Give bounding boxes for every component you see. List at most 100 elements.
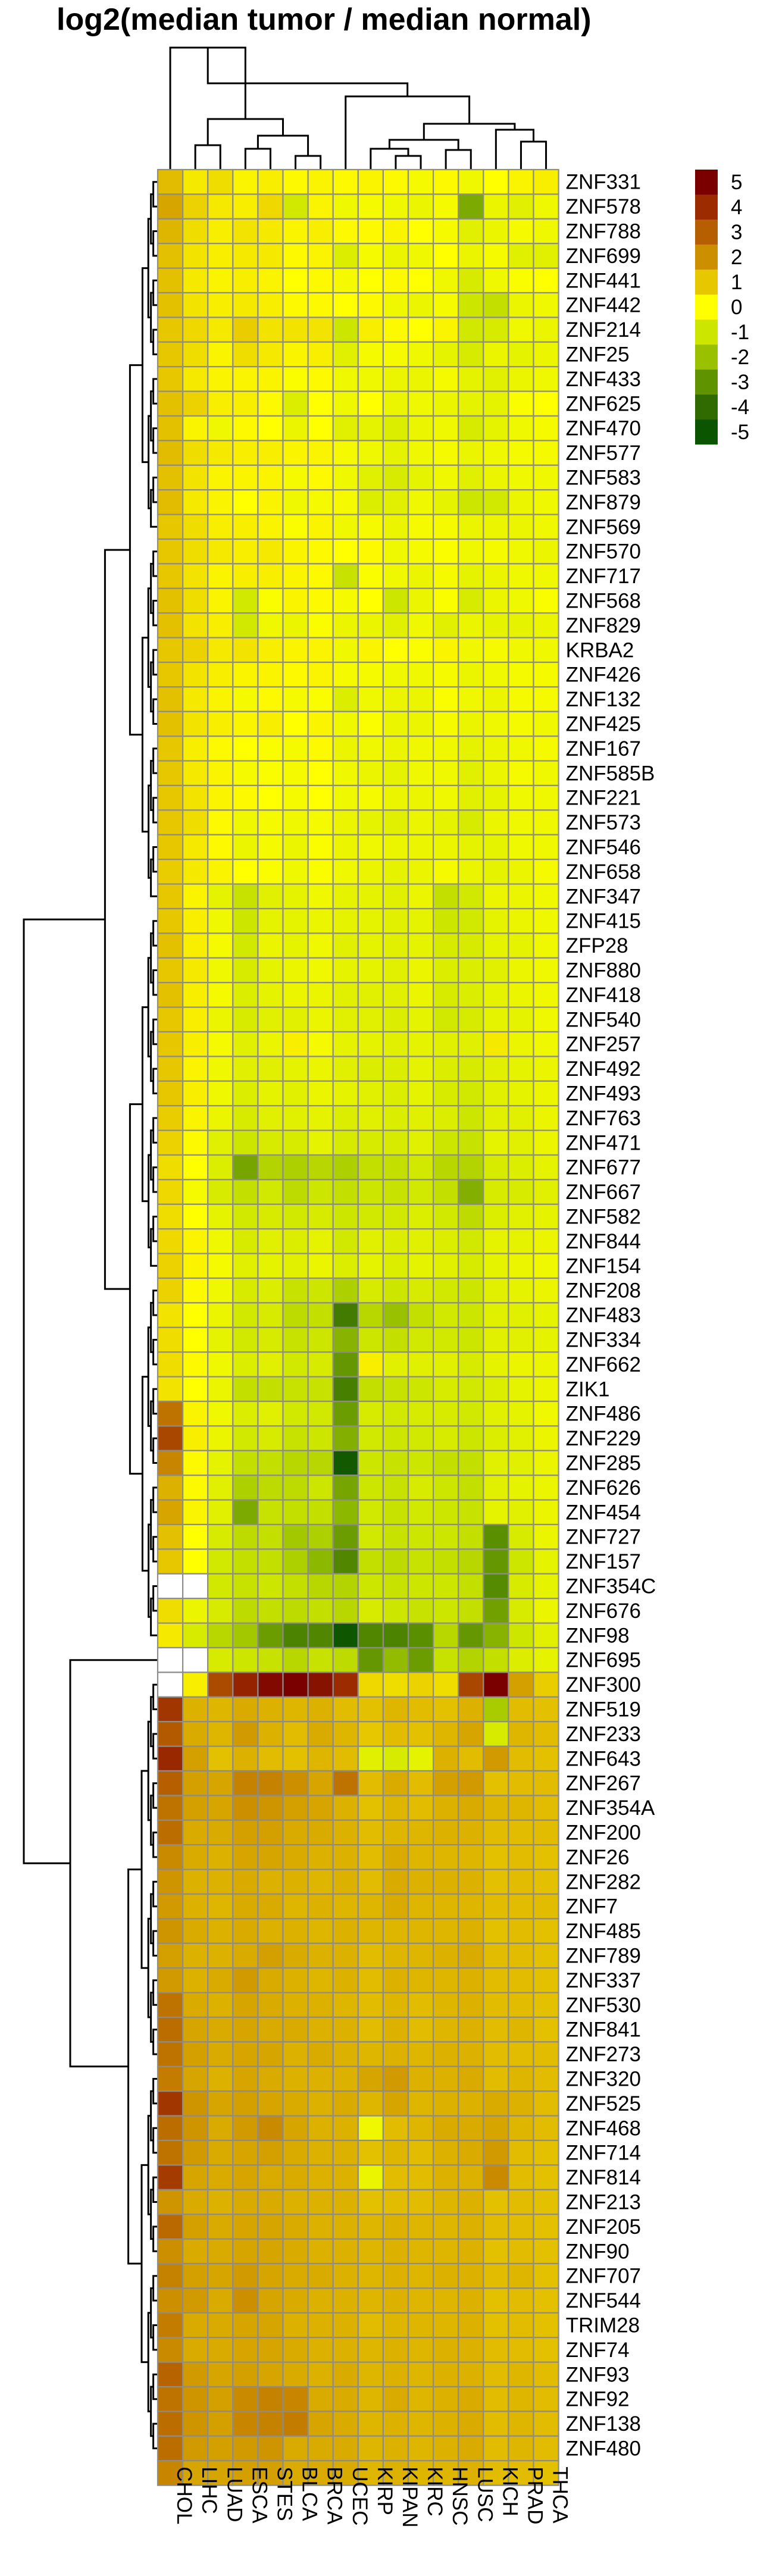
heatmap-cell: [232, 957, 259, 984]
heatmap-cell: [533, 1006, 559, 1033]
heatmap-cell: [207, 317, 234, 343]
heatmap-cell: [232, 2386, 259, 2412]
heatmap-cell: [357, 1475, 384, 1501]
heatmap-cell: [257, 982, 284, 1008]
heatmap-cell: [382, 760, 409, 787]
dendrogram-branch: [150, 489, 158, 528]
heatmap-cell: [207, 784, 234, 811]
legend-swatch: [695, 245, 718, 270]
heatmap-cell: [533, 2411, 559, 2437]
heatmap-cell: [458, 2312, 484, 2339]
heatmap-cell: [307, 1475, 334, 1501]
row-label: ZNF7: [566, 1895, 618, 1918]
heatmap-cell: [207, 2411, 234, 2437]
heatmap-cell: [533, 193, 559, 220]
heatmap-cell: [458, 2214, 484, 2240]
heatmap-cell: [157, 1868, 184, 1895]
heatmap-cell: [458, 1942, 484, 1969]
heatmap-cell: [407, 2337, 434, 2363]
row-label: ZNF492: [566, 1057, 641, 1081]
heatmap-cell: [332, 243, 359, 269]
dendrogram-branch: [152, 2078, 158, 2105]
heatmap-cell: [207, 1795, 234, 1821]
heatmap-cell: [232, 2262, 259, 2289]
heatmap-cell: [257, 809, 284, 835]
heatmap-cell: [508, 1573, 534, 1600]
heatmap-cell: [257, 464, 284, 491]
heatmap-cell: [157, 267, 184, 294]
legend-label: 1: [731, 271, 742, 294]
heatmap-cell: [357, 1376, 384, 1403]
heatmap-cell: [483, 1450, 509, 1476]
heatmap-cell: [458, 1548, 484, 1575]
heatmap-cell: [157, 686, 184, 712]
heatmap-cell: [207, 1548, 234, 1575]
heatmap-cell: [508, 1918, 534, 1944]
heatmap-cell: [232, 637, 259, 663]
row-label: ZNF844: [566, 1230, 641, 1253]
heatmap-cell: [307, 1228, 334, 1254]
heatmap-cell: [382, 1129, 409, 1156]
heatmap-cell: [483, 883, 509, 910]
heatmap-cell: [282, 2041, 309, 2067]
row-label: ZNF519: [566, 1698, 641, 1721]
heatmap-cell: [182, 1499, 209, 1526]
heatmap-cell: [382, 1499, 409, 1526]
row-label: ZNF157: [566, 1550, 641, 1573]
heatmap-cell: [458, 587, 484, 614]
heatmap-cell: [182, 2312, 209, 2339]
heatmap-cell: [382, 489, 409, 515]
heatmap-cell: [182, 440, 209, 466]
row-label: ZNF132: [566, 688, 641, 711]
heatmap-cell: [257, 1622, 284, 1649]
heatmap-cell: [282, 538, 309, 565]
heatmap-cell: [207, 1425, 234, 1451]
heatmap-cell: [508, 538, 534, 565]
heatmap-cell: [257, 587, 284, 614]
heatmap-cell: [458, 1031, 484, 1057]
heatmap-cell: [157, 1400, 184, 1427]
heatmap-cell: [282, 1031, 309, 1057]
heatmap-cell: [307, 1351, 334, 1378]
row-label: ZNF525: [566, 2092, 641, 2115]
heatmap-cell: [357, 1992, 384, 2018]
heatmap-cell: [307, 1770, 334, 1796]
row-label: ZNF483: [566, 1304, 641, 1327]
heatmap-cell: [232, 587, 259, 614]
heatmap-cell: [157, 2164, 184, 2190]
heatmap-cell: [207, 243, 234, 269]
heatmap-cell: [533, 2189, 559, 2215]
heatmap-cell: [207, 907, 234, 934]
heatmap-cell: [533, 1844, 559, 1870]
heatmap-cell: [483, 2214, 509, 2240]
heatmap-cell: [157, 440, 184, 466]
heatmap-cell: [182, 907, 209, 934]
heatmap-cell: [508, 292, 534, 318]
heatmap-cell: [257, 2361, 284, 2388]
row-label: ZNF676: [566, 1600, 641, 1623]
row-label: ZNF93: [566, 2363, 630, 2386]
heatmap-cell: [458, 1228, 484, 1254]
heatmap-cell: [483, 1154, 509, 1181]
heatmap-cell: [232, 2238, 259, 2265]
heatmap-cell: [257, 1425, 284, 1451]
heatmap-cell: [207, 760, 234, 787]
heatmap-cell: [282, 464, 309, 491]
column-label: LUSC: [473, 2467, 496, 2522]
heatmap-cell: [307, 1523, 334, 1550]
heatmap-cell: [382, 1942, 409, 1969]
row-label: ZNF643: [566, 1747, 641, 1770]
dendrogram-branch: [152, 600, 158, 627]
heatmap-cell: [307, 1672, 334, 1698]
heatmap-cell: [257, 1967, 284, 1993]
heatmap-cell: [458, 1475, 484, 1501]
heatmap-cell: [533, 514, 559, 540]
row-label: ZNF814: [566, 2166, 641, 2189]
heatmap-cell: [307, 637, 334, 663]
heatmap-cell: [458, 982, 484, 1008]
heatmap-cell: [458, 1918, 484, 1944]
heatmap-cell: [432, 1868, 459, 1895]
heatmap-cell: [307, 2016, 334, 2043]
heatmap-cell: [232, 1253, 259, 1279]
heatmap-cell: [407, 1942, 434, 1969]
